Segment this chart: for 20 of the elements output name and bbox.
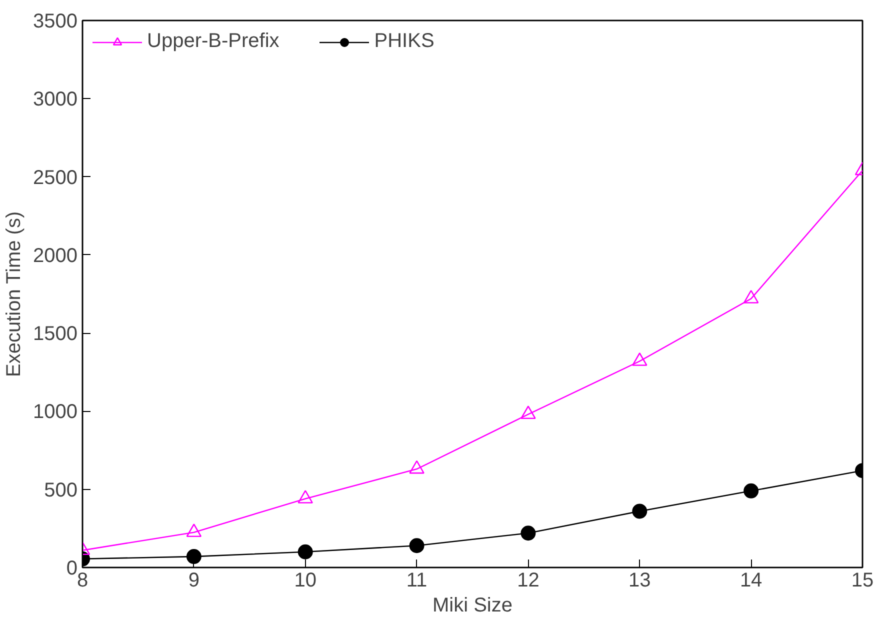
x-tick-label: 14 [740,570,762,592]
y-axis-title: Execution Time (s) [3,211,26,377]
y-tick-label: 3000 [33,88,78,111]
y-tick-label: 1500 [33,323,78,346]
x-tick-label: 8 [76,570,88,592]
y-tick-label: 2000 [33,244,78,267]
y-tick-label: 1000 [33,401,78,424]
y-tick-label: 3500 [33,10,78,32]
x-tick-label: 9 [188,570,200,592]
x-tick-label: 12 [517,570,540,592]
y-tick-label: 0 [66,558,78,580]
y-tick-label: 500 [44,479,78,502]
x-tick-label: 10 [294,570,316,592]
x-axis-title: Miki Size [432,594,513,616]
x-tick-label: 11 [406,570,428,592]
x-tick-label: 13 [628,570,651,592]
legend-label: PHIKS [374,30,434,53]
legend-label: Upper-B-Prefix [147,30,280,53]
y-tick-label: 2500 [33,166,78,189]
x-tick-label: 15 [851,570,874,592]
